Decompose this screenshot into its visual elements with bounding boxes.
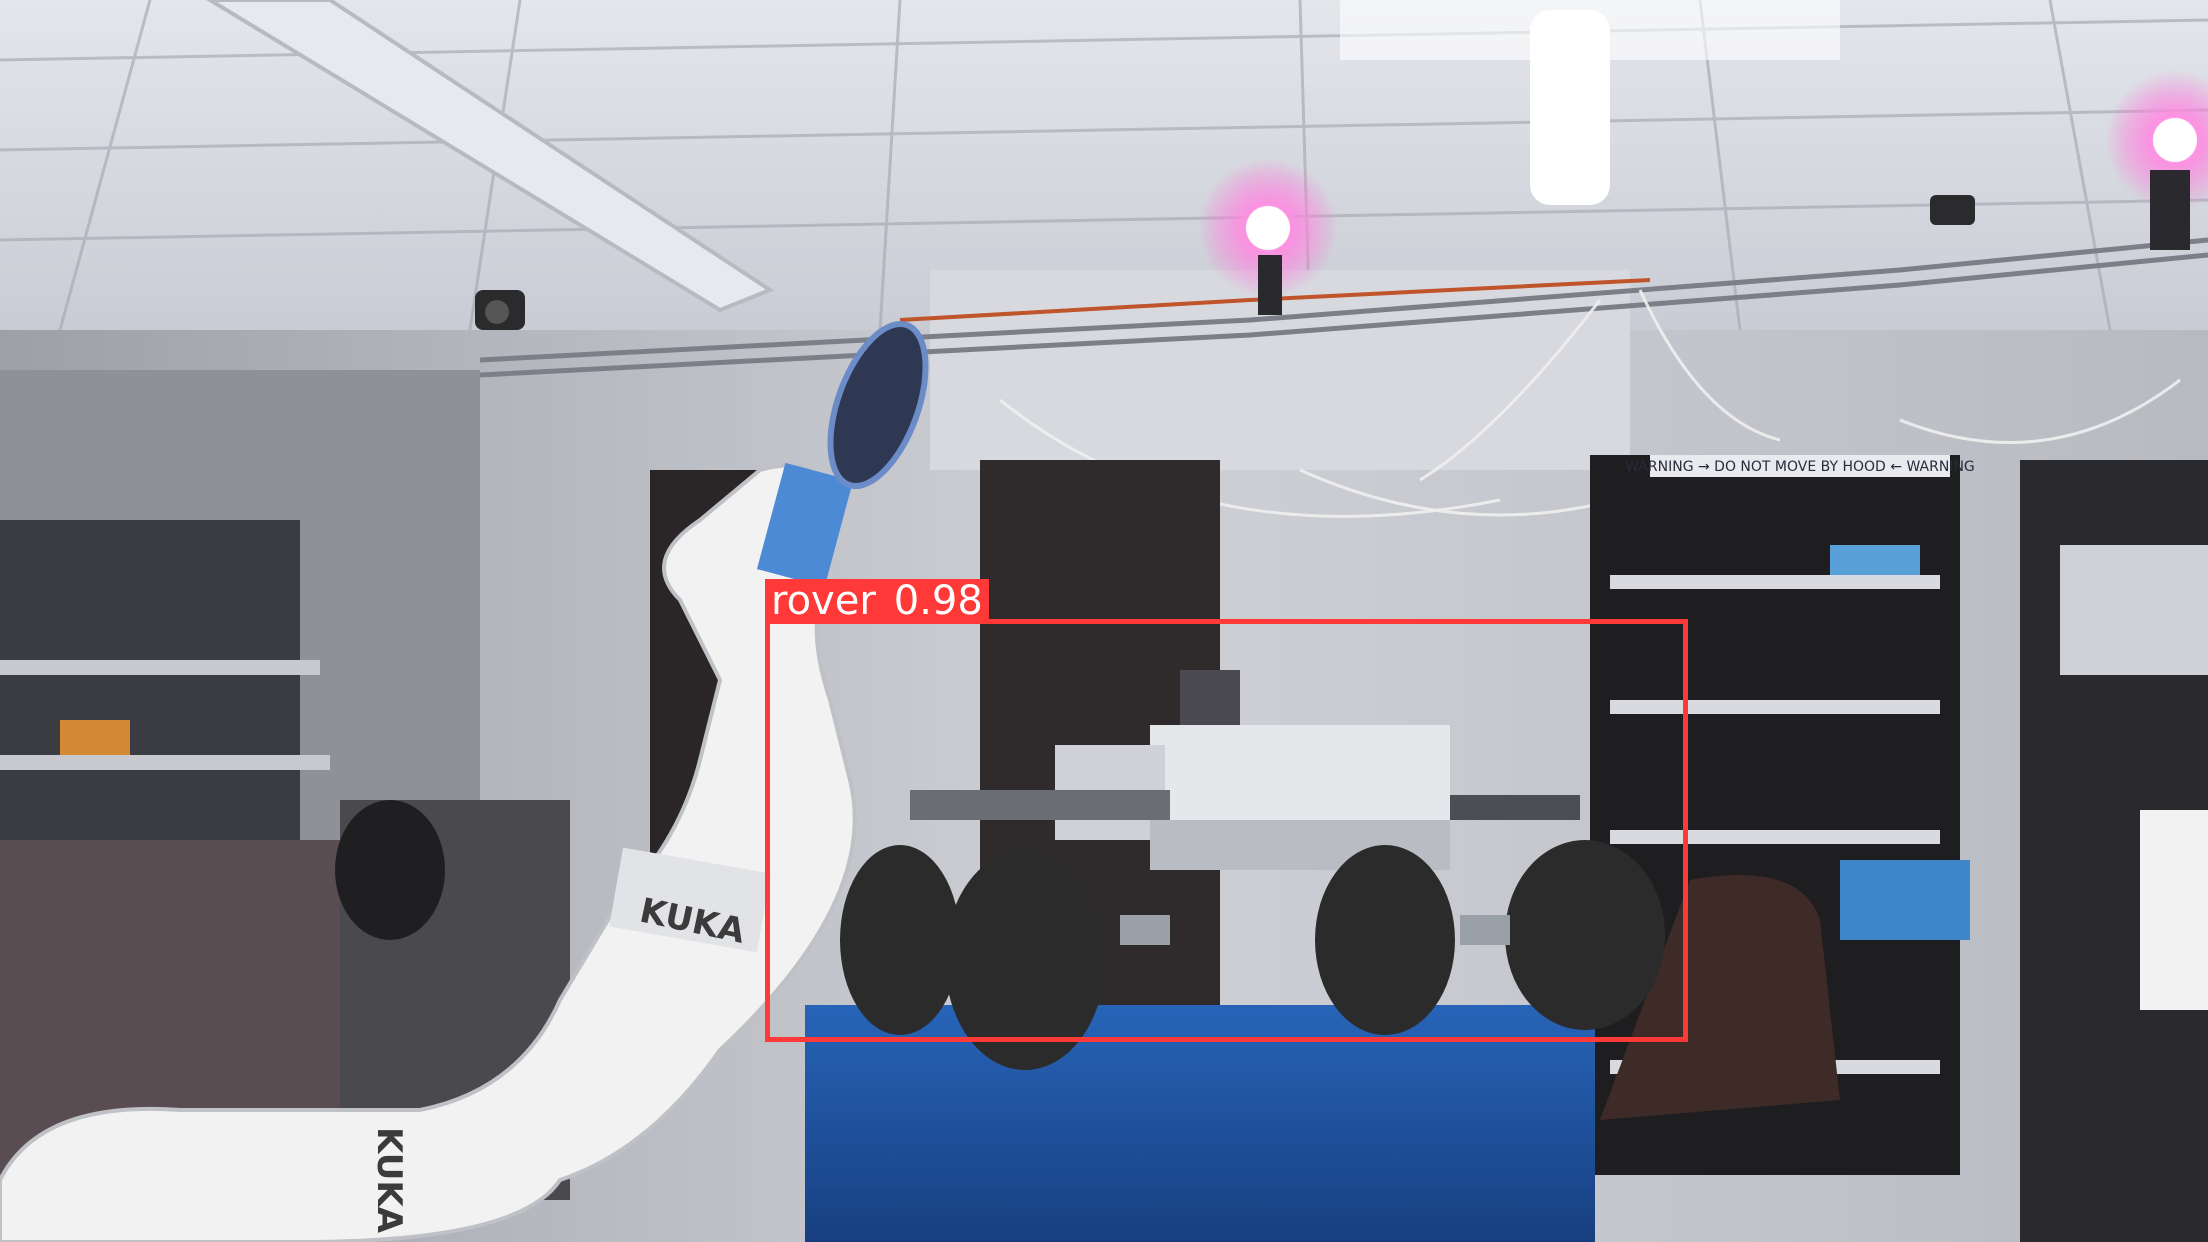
shelf-warning-strip — [1650, 455, 1950, 477]
left-shelf — [0, 520, 300, 840]
rover-wheel-1 — [840, 845, 960, 1035]
mocap-camera-right — [1930, 195, 1975, 225]
rover-rocker-back — [1450, 795, 1580, 820]
rover-wheel-3 — [1315, 845, 1455, 1035]
arm-gripper — [756, 462, 854, 588]
rover — [840, 670, 1665, 1070]
robot-arm: KUKA KUKA — [0, 320, 929, 1242]
detection-box — [765, 619, 1688, 1042]
shelf-item — [60, 720, 130, 755]
detection-confidence: 0.98 — [893, 578, 983, 624]
pink-lamp-left-mount — [1258, 255, 1282, 315]
blue-pedestal — [805, 1005, 1595, 1242]
detection-class: rover — [771, 578, 876, 624]
ceiling-light-panel — [1340, 0, 1840, 60]
blue-bin — [1840, 860, 1970, 940]
instrument — [2060, 545, 2208, 675]
shelf-warning-text: WARNING → DO NOT MOVE BY HOOD ← WARNING — [1625, 459, 1975, 475]
white-panel — [2140, 810, 2208, 1010]
rover-mast — [1180, 670, 1240, 725]
person-head — [335, 800, 445, 940]
pink-lamp-left-bulb — [1246, 206, 1290, 250]
arm-end-effector-disc — [827, 320, 929, 490]
pink-lamp-right-mount — [2150, 170, 2190, 250]
rover-wheel-2 — [945, 850, 1105, 1070]
right-chair — [1600, 875, 1840, 1120]
rover-wheel-4 — [1505, 840, 1665, 1030]
kuka-logo-lower: KUKA — [369, 1127, 409, 1234]
shelf-box — [1830, 545, 1920, 575]
rover-rocker-front — [910, 790, 1170, 820]
detection-label: rover 0.98 — [765, 579, 989, 623]
light-fixture — [206, 0, 775, 313]
pink-lamp-right-bulb — [2153, 118, 2197, 162]
